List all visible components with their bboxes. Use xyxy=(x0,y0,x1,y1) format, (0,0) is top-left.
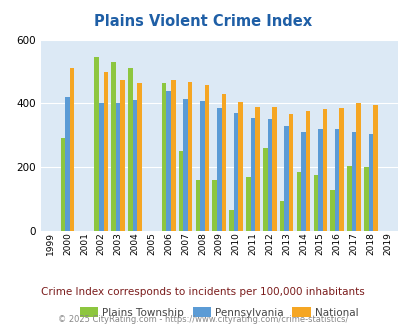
Bar xyxy=(262,148,267,231)
Text: Crime Index corresponds to incidents per 100,000 inhabitants: Crime Index corresponds to incidents per… xyxy=(41,287,364,297)
Bar xyxy=(216,108,221,231)
Bar xyxy=(137,83,141,231)
Bar xyxy=(178,151,183,231)
Bar xyxy=(305,112,309,231)
Bar xyxy=(103,72,108,231)
Bar xyxy=(70,68,74,231)
Bar xyxy=(99,103,103,231)
Bar xyxy=(267,119,271,231)
Bar xyxy=(372,105,377,231)
Bar xyxy=(250,118,255,231)
Text: Plains Violent Crime Index: Plains Violent Crime Index xyxy=(94,14,311,29)
Bar xyxy=(221,94,226,231)
Text: © 2025 CityRating.com - https://www.cityrating.com/crime-statistics/: © 2025 CityRating.com - https://www.city… xyxy=(58,315,347,324)
Bar xyxy=(296,172,301,231)
Bar xyxy=(229,210,233,231)
Bar xyxy=(183,99,188,231)
Bar xyxy=(351,132,356,231)
Bar xyxy=(233,113,238,231)
Bar xyxy=(279,201,283,231)
Bar xyxy=(313,175,317,231)
Bar xyxy=(94,57,99,231)
Legend: Plains Township, Pennsylvania, National: Plains Township, Pennsylvania, National xyxy=(75,303,362,322)
Bar xyxy=(368,134,372,231)
Bar xyxy=(162,82,166,231)
Bar xyxy=(339,108,343,231)
Bar xyxy=(322,109,326,231)
Bar xyxy=(346,166,351,231)
Bar xyxy=(128,68,132,231)
Bar xyxy=(132,100,137,231)
Bar xyxy=(238,102,242,231)
Bar xyxy=(200,101,204,231)
Bar xyxy=(166,91,171,231)
Bar xyxy=(255,107,259,231)
Bar xyxy=(195,180,200,231)
Bar xyxy=(115,103,120,231)
Bar xyxy=(301,132,305,231)
Bar xyxy=(356,103,360,231)
Bar xyxy=(284,126,288,231)
Bar xyxy=(111,62,115,231)
Bar xyxy=(171,80,175,231)
Bar xyxy=(65,97,70,231)
Bar xyxy=(245,177,250,231)
Bar xyxy=(271,107,276,231)
Bar xyxy=(334,129,339,231)
Bar xyxy=(120,81,125,231)
Bar xyxy=(212,180,216,231)
Bar xyxy=(317,129,322,231)
Bar xyxy=(188,82,192,231)
Bar xyxy=(363,167,368,231)
Bar xyxy=(288,114,293,231)
Bar xyxy=(204,85,209,231)
Bar xyxy=(61,139,65,231)
Bar xyxy=(330,189,334,231)
